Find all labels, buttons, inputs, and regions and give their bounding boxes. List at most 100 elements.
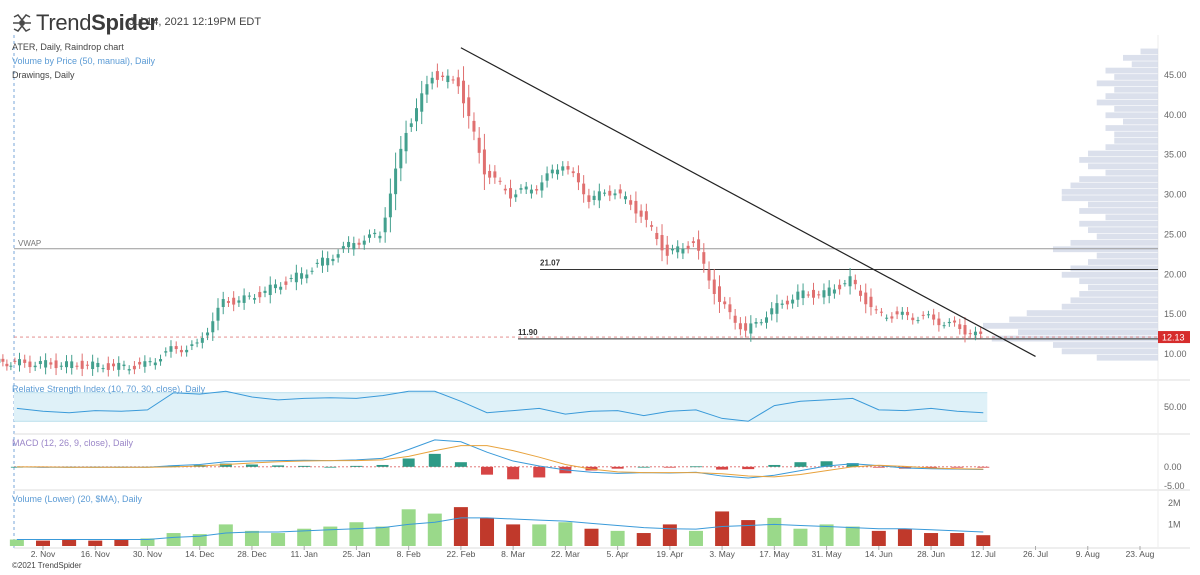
candle-body [195, 342, 199, 344]
volume-bar [584, 528, 599, 546]
price-tick-label: 10.00 [1164, 349, 1187, 359]
trendline[interactable] [460, 47, 1036, 357]
legend-rsi[interactable]: Relative Strength Index (10, 70, 30, clo… [12, 384, 206, 394]
vbp-bar [1018, 329, 1158, 336]
candle-body [435, 71, 439, 80]
volume-bar [271, 533, 286, 546]
candle-body [535, 189, 539, 191]
price-tick-label: 35.00 [1164, 150, 1187, 160]
price-tick-label: 40.00 [1164, 110, 1187, 120]
candle-body [190, 344, 194, 346]
candle-body [874, 309, 878, 311]
level-label: 11.90 [518, 328, 538, 337]
candle-body [488, 170, 492, 178]
candle-body [5, 363, 9, 367]
candle-body [23, 359, 27, 363]
vbp-bar [1114, 137, 1158, 144]
candle-body [310, 270, 314, 272]
candle-body [707, 269, 711, 281]
levels: VWAP 21.07 11.90 [14, 239, 1158, 340]
vbp-bar [1088, 163, 1158, 170]
volume-bar [244, 530, 259, 546]
volume-bar [636, 533, 651, 546]
macd-histogram-bar [637, 466, 650, 468]
vbp-bar [1079, 278, 1158, 285]
candle-body [859, 290, 863, 296]
volume-bar [36, 540, 50, 546]
macd-histogram-bar [716, 466, 729, 470]
vbp-bar [1096, 354, 1158, 361]
candle-body [117, 362, 121, 370]
candle-body [801, 290, 805, 299]
candle-body [247, 295, 251, 297]
candle-body [582, 183, 586, 195]
vbp-bar [1053, 342, 1158, 348]
vbp-bar [1009, 316, 1158, 323]
vbp-bar [1079, 176, 1158, 182]
candle-body [65, 361, 69, 368]
footer-copyright: ©2021 TrendSpider [12, 561, 82, 570]
candle-body [817, 294, 821, 296]
vbp-bar [1114, 74, 1158, 80]
candle-body [399, 148, 403, 169]
candle-body [717, 286, 721, 302]
candle-body [968, 333, 972, 335]
candle-body [477, 137, 481, 153]
candle-body [618, 189, 622, 194]
candle-body [284, 281, 288, 285]
legend-vbp[interactable]: Volume by Price (50, manual), Daily [12, 56, 156, 66]
macd-histogram-bar [611, 466, 624, 469]
candle-body [300, 273, 304, 279]
candle-body [336, 254, 340, 258]
candle-body [441, 75, 445, 77]
candle-body [174, 346, 178, 350]
volume-bar [793, 528, 808, 546]
candle-body [702, 252, 706, 264]
candle-body [524, 186, 528, 190]
price-tick-label: 45.00 [1164, 70, 1187, 80]
candle-body [33, 365, 37, 368]
candle-body [38, 361, 42, 365]
vbp-bar [1070, 182, 1158, 189]
candle-body [159, 359, 163, 362]
candle-body [566, 166, 570, 170]
volume-tick-label: 1M [1168, 519, 1181, 529]
volume-bar [297, 528, 312, 546]
brand-prefix: Trend [36, 10, 92, 35]
x-tick-label: 2. Nov [31, 549, 56, 559]
candle-body [613, 193, 617, 196]
candle-body [179, 349, 183, 353]
legend-macd[interactable]: MACD (12, 26, 9, close), Daily [12, 438, 134, 448]
price-candles [0, 63, 983, 377]
candle-body [315, 262, 319, 264]
candle-body [848, 276, 852, 287]
candle-body [216, 307, 220, 321]
x-tick-label: 8. Feb [397, 549, 421, 559]
volume-bar [218, 524, 233, 546]
price-tick-label: 25.00 [1164, 229, 1187, 239]
legend-volume[interactable]: Volume (Lower) (20, $MA), Daily [12, 494, 143, 504]
legend-main[interactable]: ATER, Daily, Raindrop chart [12, 42, 124, 52]
candle-body [467, 97, 471, 117]
vbp-bar [1114, 131, 1158, 138]
candle-body [921, 314, 925, 316]
candle-body [775, 303, 779, 314]
candle-body [634, 200, 638, 214]
candle-body [754, 322, 758, 324]
vbp-bar [1079, 220, 1158, 227]
candle-body [242, 295, 246, 303]
candle-body [13, 360, 17, 362]
candle-body [676, 246, 680, 253]
x-tick-label: 8. Mar [501, 549, 525, 559]
x-tick-label: 14. Jun [865, 549, 893, 559]
vbp-bar [1105, 169, 1158, 176]
level-label: 21.07 [540, 259, 561, 268]
volume-bar [532, 524, 547, 546]
candle-body [462, 80, 466, 104]
volume-bar [62, 539, 77, 546]
legend-drawings[interactable]: Drawings, Daily [12, 70, 75, 80]
vbp-bar [1096, 80, 1158, 87]
candle-body [744, 323, 748, 331]
x-tick-label: 28. Jun [917, 549, 945, 559]
